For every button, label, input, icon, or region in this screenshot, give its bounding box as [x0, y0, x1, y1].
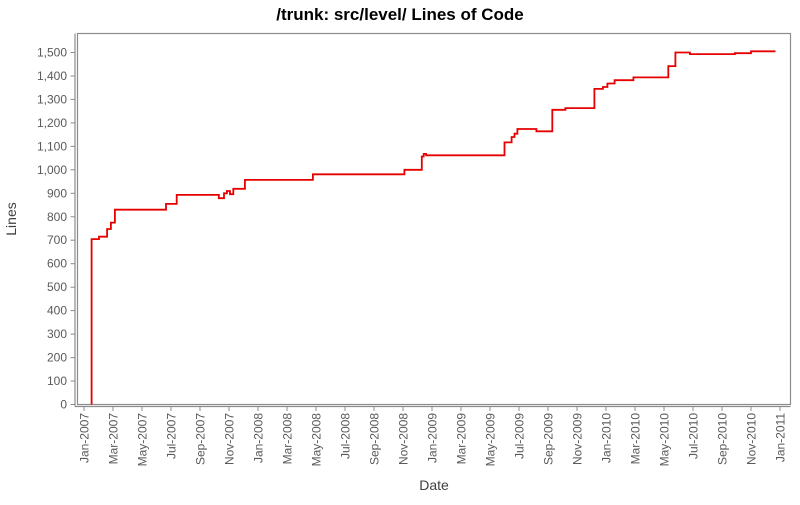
x-tick-label: Sep-2007	[194, 413, 208, 465]
x-tick-label: Nov-2007	[223, 413, 237, 465]
y-tick-label: 0	[60, 398, 67, 412]
loc-series-line	[90, 50, 776, 405]
x-tick-label: May-2007	[136, 413, 150, 467]
x-tick-label: Jan-2011	[774, 413, 788, 462]
y-tick-label: 100	[47, 374, 67, 388]
x-tick-label: Jul-2010	[687, 413, 701, 459]
y-tick-label: 1,200	[37, 116, 67, 130]
x-tick-label: Nov-2008	[397, 413, 411, 465]
x-axis-title: Date	[419, 477, 449, 493]
y-tick-label: 1,500	[37, 46, 67, 60]
x-tick-label: Jan-2009	[426, 413, 440, 463]
y-tick-label: 800	[47, 210, 67, 224]
x-tick-label: Jul-2008	[339, 413, 353, 459]
y-tick-label: 700	[47, 233, 67, 247]
y-tick-label: 1,300	[37, 92, 67, 106]
y-axis-title: Lines	[3, 202, 19, 235]
chart-title: /trunk: src/level/ Lines of Code	[276, 5, 524, 24]
x-tick-label: May-2009	[484, 413, 498, 467]
x-tick-label: Mar-2007	[107, 413, 121, 465]
y-tick-label: 1,000	[37, 163, 67, 177]
y-tick-label: 1,100	[37, 139, 67, 153]
x-tick-label: May-2010	[658, 413, 672, 467]
generated-plot-elements: 0 100 200 300 400 500 600 700 800 900 1,000 1,100 1,…	[37, 32, 792, 467]
y-tick-label: 200	[47, 351, 67, 365]
y-tick-label: 300	[47, 327, 67, 341]
x-tick-label: Sep-2010	[716, 413, 730, 465]
x-tick-label: Sep-2008	[368, 413, 382, 465]
x-tick-label: Mar-2010	[629, 413, 643, 465]
y-tick-label: 900	[47, 186, 67, 200]
x-tick-label: Jan-2007	[78, 413, 92, 463]
x-tick-label: Nov-2009	[571, 413, 585, 465]
x-tick-label: Jul-2009	[513, 413, 527, 459]
y-tick-label: 1,400	[37, 69, 67, 83]
x-tick-label: Jan-2010	[600, 413, 614, 463]
x-tick-label: Mar-2008	[281, 413, 295, 465]
x-tick-label: Jul-2007	[165, 413, 179, 459]
y-tick-label: 600	[47, 257, 67, 271]
x-tick-label: Nov-2010	[745, 413, 759, 465]
x-tick-label: Jan-2008	[252, 413, 266, 463]
x-tick-label: Sep-2009	[542, 413, 556, 465]
plot-border	[76, 32, 792, 406]
x-tick-label: Mar-2009	[455, 413, 469, 465]
y-tick-label: 400	[47, 304, 67, 318]
x-tick-label: May-2008	[310, 413, 324, 467]
y-tick-label: 500	[47, 280, 67, 294]
